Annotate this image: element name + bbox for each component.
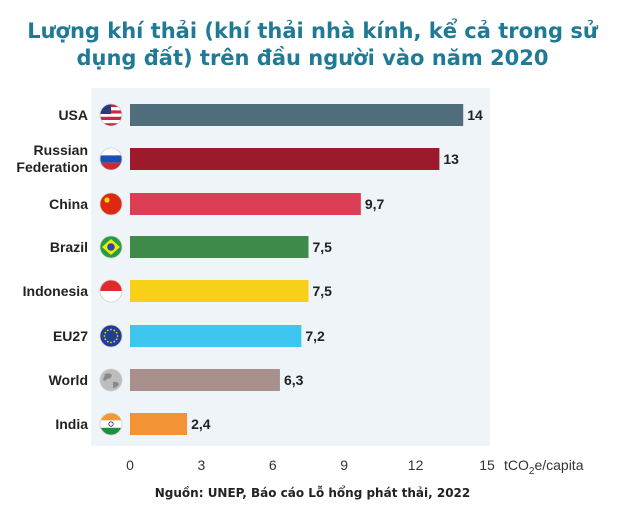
value-label: 2,4 <box>191 416 211 432</box>
x-tick-label: 9 <box>340 457 348 473</box>
globe-icon <box>99 368 123 392</box>
category-label: USA <box>58 107 88 123</box>
category-label: Brazil <box>50 239 88 255</box>
category-label: Indonesia <box>23 283 89 299</box>
bar-usa <box>130 104 464 126</box>
x-tick-label: 15 <box>479 457 495 473</box>
bar-indonesia <box>130 280 309 302</box>
category-label: World <box>49 372 88 388</box>
indonesia-flag-icon <box>99 279 123 303</box>
x-tick-label: 3 <box>198 457 206 473</box>
x-axis-unit: tCO2e/capita <box>504 457 584 477</box>
category-label: India <box>55 416 88 432</box>
chart-title: Lượng khí thải (khí thải nhà kính, kể cả… <box>27 19 598 70</box>
source-note: Nguồn: UNEP, Báo cáo Lỗ hổng phát thải, … <box>154 486 471 500</box>
value-label: 7,5 <box>313 283 333 299</box>
russia-flag-icon <box>99 147 123 171</box>
category-label: Russian Federation <box>16 142 88 175</box>
value-label: 7,5 <box>313 239 333 255</box>
bar-world <box>130 369 280 391</box>
value-label: 6,3 <box>284 372 304 388</box>
category-label: EU27 <box>53 328 88 344</box>
x-tick-label: 12 <box>408 457 424 473</box>
value-label: 9,7 <box>365 196 385 212</box>
bar-india <box>130 413 188 435</box>
value-label: 14 <box>467 107 483 123</box>
bar-china <box>130 193 361 215</box>
china-flag-icon <box>99 192 123 216</box>
bar-russian-federation <box>130 148 440 170</box>
category-label: China <box>49 196 88 212</box>
bar-brazil <box>130 236 309 258</box>
usa-flag-icon <box>99 103 123 127</box>
india-flag-icon <box>99 412 123 436</box>
bar-eu27 <box>130 325 302 347</box>
x-tick-label: 0 <box>126 457 134 473</box>
value-label: 7,2 <box>305 328 325 344</box>
brazil-flag-icon <box>99 235 123 259</box>
x-tick-label: 6 <box>269 457 277 473</box>
value-label: 13 <box>443 151 459 167</box>
plot-background <box>91 88 490 446</box>
eu-flag-icon <box>99 324 123 348</box>
